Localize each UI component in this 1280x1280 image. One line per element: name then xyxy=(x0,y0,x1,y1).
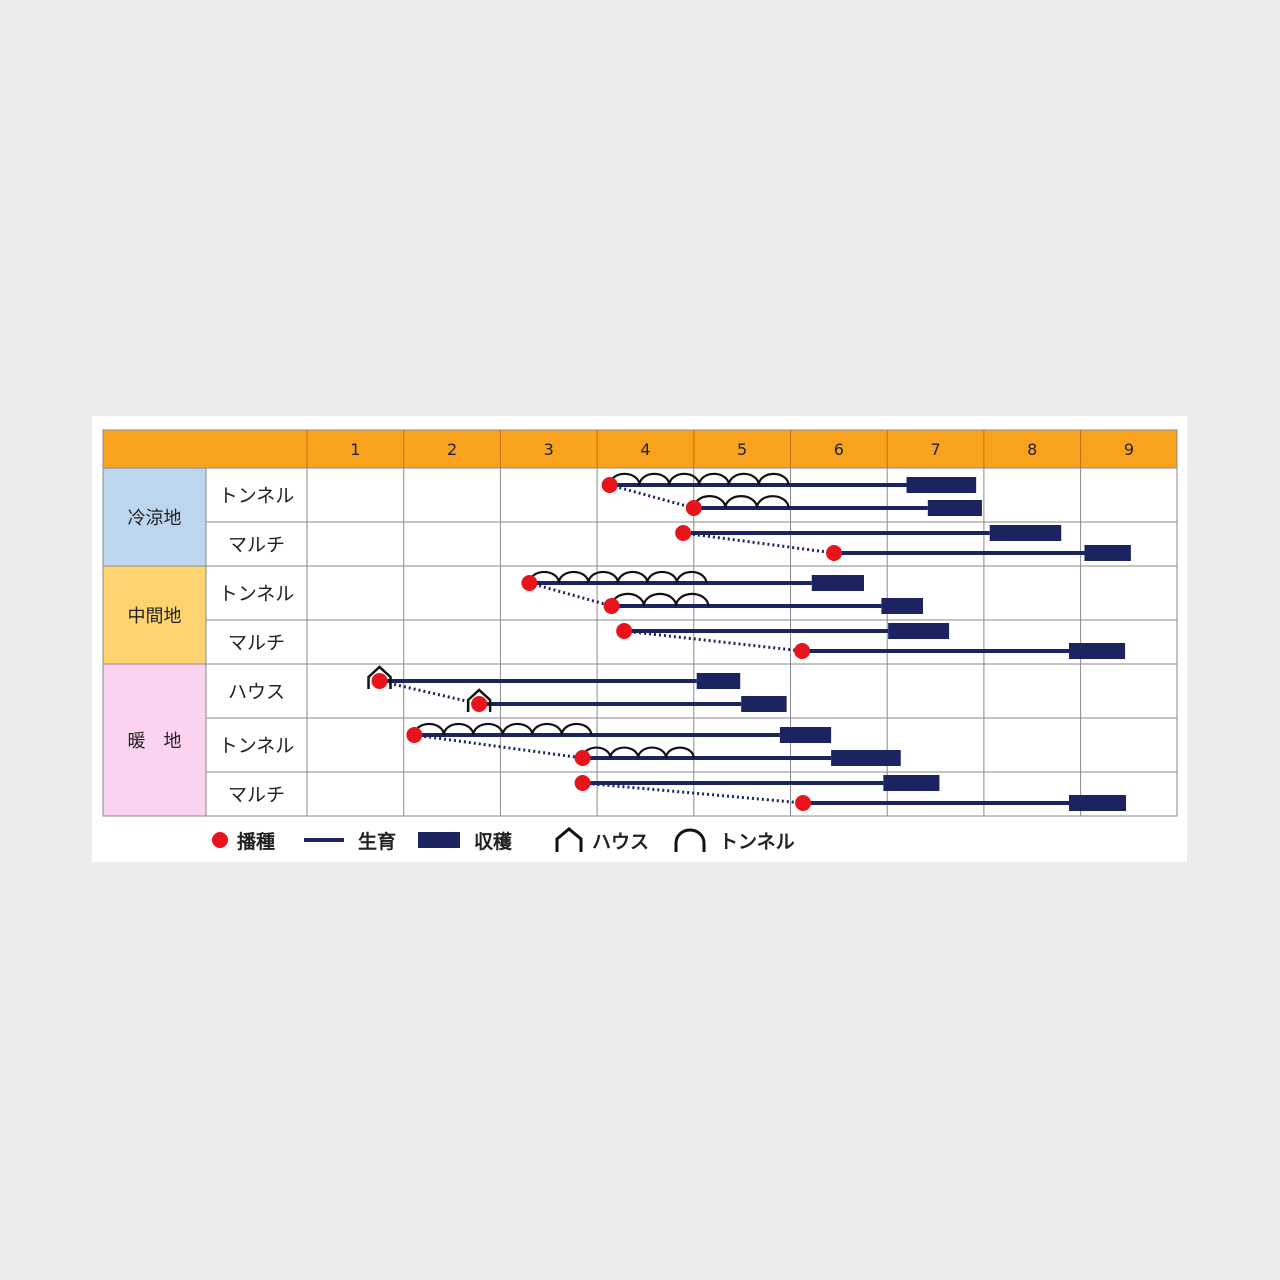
growth-line-icon xyxy=(304,838,344,842)
sowing-dot xyxy=(795,795,812,811)
sowing-connector xyxy=(529,581,613,608)
month-label: 7 xyxy=(930,440,940,459)
table-row xyxy=(205,619,1178,665)
legend-growth: 生育 xyxy=(304,826,396,854)
method-label: マルチ xyxy=(228,632,285,654)
method-label: ハウス xyxy=(228,681,285,703)
sowing-dot xyxy=(685,500,702,516)
tunnel-cover-icon xyxy=(608,472,790,486)
sowing-dot xyxy=(574,775,591,791)
harvest-bar xyxy=(831,750,901,766)
month-label: 3 xyxy=(544,440,554,459)
harvest-bar xyxy=(883,775,940,791)
harvest-bar xyxy=(779,727,832,743)
harvest-bar-icon xyxy=(418,832,460,848)
sowing-dot xyxy=(616,623,633,639)
legend-label: トンネル xyxy=(719,830,795,853)
sowing-dot xyxy=(794,643,811,659)
legend-label: 収穫 xyxy=(474,830,513,853)
month-label: 4 xyxy=(640,440,650,459)
legend-label: 生育 xyxy=(358,830,397,853)
group-cell xyxy=(102,663,207,817)
tunnel-cover-icon xyxy=(528,570,708,584)
month-label: 1 xyxy=(350,440,360,459)
sowing-dot xyxy=(521,575,538,591)
legend-sow: 播種 xyxy=(211,826,275,854)
sowing-connector xyxy=(682,531,835,555)
table-row xyxy=(205,717,1178,773)
sowing-dot xyxy=(826,545,843,561)
method-label: トンネル xyxy=(219,485,295,507)
method-label: マルチ xyxy=(228,534,285,556)
method-label: トンネル xyxy=(219,583,295,605)
sowing-connector xyxy=(414,733,583,760)
sowing-dot xyxy=(601,477,618,493)
method-label: トンネル xyxy=(219,735,295,757)
table-row xyxy=(205,663,1178,719)
harvest-bar xyxy=(888,623,950,639)
tunnel-cover-icon xyxy=(581,746,695,759)
legend-label: 播種 xyxy=(237,830,276,853)
header-row xyxy=(102,429,1178,469)
harvest-bar xyxy=(696,673,741,689)
house-cover-icon xyxy=(466,688,492,712)
harvest-bar xyxy=(1068,795,1127,811)
month-label: 8 xyxy=(1027,440,1037,459)
month-label: 5 xyxy=(737,440,747,459)
harvest-bar xyxy=(741,696,787,712)
harvest-bar xyxy=(811,575,864,591)
tunnel-icon xyxy=(674,828,706,852)
month-label: 2 xyxy=(447,440,457,459)
month-label: 9 xyxy=(1124,440,1134,459)
harvest-bar xyxy=(881,598,923,614)
harvest-bar xyxy=(927,500,982,516)
table-row xyxy=(205,771,1178,817)
legend-house: ハウス xyxy=(554,826,649,854)
harvest-bar xyxy=(989,525,1062,541)
harvest-bar xyxy=(1068,643,1126,659)
legend-harvest: 収穫 xyxy=(418,826,512,854)
house-cover-icon xyxy=(367,665,392,689)
legend-tunnel: トンネル xyxy=(673,826,795,854)
cultivation-schedule-panel: 1 2 3 4 5 6 7 8 9 冷涼地 トンネル マルチ 中間地 トンネル マルチ暖 地ハウス トンネルマ… xyxy=(92,416,1187,862)
harvest-bar xyxy=(906,477,977,493)
sow-dot-icon xyxy=(212,832,228,848)
group-label: 冷涼地 xyxy=(128,508,182,529)
group-label: 暖 地 xyxy=(128,731,182,752)
month-label: 6 xyxy=(834,440,844,459)
group-label: 中間地 xyxy=(128,606,182,627)
sowing-dot xyxy=(406,727,423,743)
sowing-dot xyxy=(471,696,488,712)
tunnel-cover-icon xyxy=(413,722,593,736)
harvest-bar xyxy=(1084,545,1131,561)
legend-label: ハウス xyxy=(592,830,650,853)
sowing-dot xyxy=(675,525,692,541)
sowing-connector xyxy=(379,679,480,706)
method-label: マルチ xyxy=(228,784,285,806)
sowing-dot xyxy=(371,673,388,689)
sowing-connector xyxy=(582,781,804,805)
sowing-dot xyxy=(574,750,591,766)
house-icon xyxy=(555,827,583,852)
sowing-dot xyxy=(603,598,620,614)
